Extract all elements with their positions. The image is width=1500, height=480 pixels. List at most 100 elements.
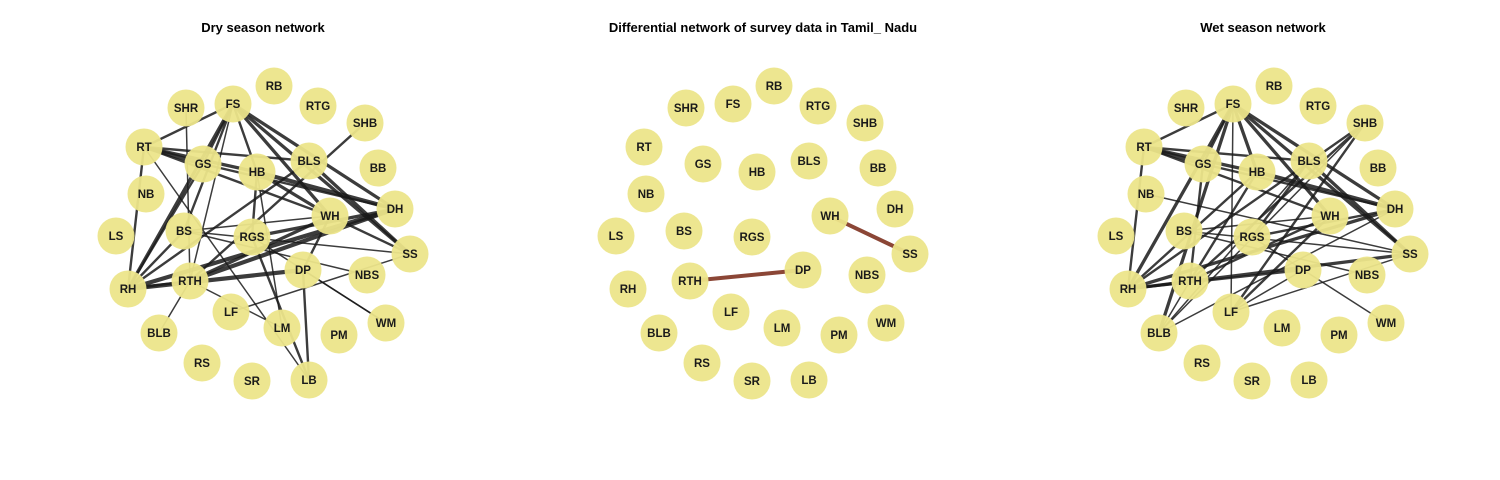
dry-node-label-rh: RH [120, 284, 137, 296]
diff-node-bb: BB [859, 149, 897, 187]
dry-node-wm: WM [367, 304, 405, 342]
wet-edge-hb-dh [1254, 169, 1398, 212]
wet-node-label-wh: WH [1320, 211, 1339, 223]
wet-node-label-bb: BB [1370, 163, 1387, 175]
wet-node-bb: BB [1359, 149, 1397, 187]
wet-node-label-shr: SHR [1174, 103, 1199, 115]
dry-season-title: Dry season network [201, 20, 325, 35]
wet-node-label-blb: BLB [1147, 328, 1171, 340]
wet-node-label-bls: BLS [1298, 156, 1321, 168]
wet-node-blb: BLB [1140, 314, 1178, 352]
wet-node-label-nb: NB [1138, 189, 1155, 201]
wet-node-label-rth: RTH [1178, 276, 1202, 288]
diff-node-bs: BS [665, 212, 703, 250]
wet-node-label-rtg: RTG [1306, 101, 1330, 113]
diff-node-rs: RS [683, 344, 721, 382]
dry-edge-rgs-lb [250, 235, 311, 382]
diff-node-circle-dp [784, 251, 822, 289]
wet-edge-shb-rh [1126, 121, 1367, 291]
diff-node-label-wh: WH [820, 211, 839, 223]
wet-edge-rh-dp [1126, 268, 1305, 291]
dry-node-lb: LB [290, 361, 328, 399]
dry-node-circle-sr [233, 362, 271, 400]
wet-node-label-shb: SHB [1353, 118, 1377, 130]
dry-node-label-hb: HB [249, 167, 266, 179]
dry-node-circle-gs [184, 145, 222, 183]
dry-node-circle-bb [359, 149, 397, 187]
dry-node-label-ss: SS [402, 249, 418, 261]
wet-node-circle-nb [1127, 175, 1165, 213]
dry-node-label-sr: SR [244, 376, 261, 388]
dry-node-lf: LF [212, 293, 250, 331]
dry-node-label-wh: WH [320, 211, 339, 223]
wet-edge-rt-wh [1142, 145, 1332, 218]
wet-edge-rt-rh [1126, 145, 1146, 291]
diff-node-label-blb: BLB [647, 328, 671, 340]
diff-node-circle-rs [683, 344, 721, 382]
wet-node-label-rt: RT [1136, 142, 1151, 154]
wet-node-label-rh: RH [1120, 284, 1137, 296]
dry-node-label-dh: DH [387, 204, 404, 216]
dry-node-circle-wm [367, 304, 405, 342]
dry-edge-gs-rh [126, 162, 205, 291]
diff-node-circle-pm [820, 316, 858, 354]
dry-node-circle-lm [263, 309, 301, 347]
dry-node-circle-rs [183, 344, 221, 382]
wet-node-circle-blb [1140, 314, 1178, 352]
dry-node-circle-dh [376, 190, 414, 228]
diff-node-label-nbs: NBS [855, 270, 880, 282]
wet-node-dp: DP [1284, 251, 1322, 289]
dry-node-shr: SHR [167, 89, 205, 127]
diff-node-circle-rh [609, 270, 647, 308]
wet-node-circle-shb [1346, 104, 1384, 142]
diff-node-label-ss: SS [902, 249, 918, 261]
diff-node-rt: RT [625, 128, 663, 166]
diff-node-nbs: NBS [848, 256, 886, 294]
diff-node-circle-bb [859, 149, 897, 187]
wet-node-label-wm: WM [1376, 318, 1396, 330]
dry-node-bb: BB [359, 149, 397, 187]
wet-node-fs: FS [1214, 85, 1252, 123]
wet-node-circle-bs [1165, 212, 1203, 250]
diff-node-ss: SS [891, 235, 929, 273]
diff-node-label-shb: SHB [853, 118, 877, 130]
dry-node-label-bls: BLS [298, 156, 321, 168]
dry-node-bls: BLS [290, 142, 328, 180]
wet-node-lm: LM [1263, 309, 1301, 347]
wet-edge-fs-rh [1126, 102, 1235, 291]
diff-node-rgs: RGS [733, 218, 771, 256]
wet-node-circle-gs [1184, 145, 1222, 183]
dry-node-label-rb: RB [266, 81, 283, 93]
wet-node-circle-bls [1290, 142, 1328, 180]
dry-node-label-lm: LM [274, 323, 291, 335]
dry-node-rtg: RTG [299, 87, 337, 125]
diff-node-wh: WH [811, 197, 849, 235]
diff-node-label-lm: LM [774, 323, 791, 335]
wet-node-label-fs: FS [1226, 99, 1241, 111]
wet-node-label-lm: LM [1274, 323, 1291, 335]
diff-node-circle-wm [867, 304, 905, 342]
wet-edge-rgs-wm [1251, 236, 1387, 324]
wet-node-lb: LB [1290, 361, 1328, 399]
wet-node-rt: RT [1125, 128, 1163, 166]
dry-node-circle-ss [391, 235, 429, 273]
wet-node-circle-wm [1367, 304, 1405, 342]
dry-node-rh: RH [109, 270, 147, 308]
wet-node-label-bs: BS [1176, 226, 1192, 238]
wet-node-circle-ss [1391, 235, 1429, 273]
diff-node-circle-sr [733, 362, 771, 400]
diff-node-label-rtg: RTG [806, 101, 830, 113]
dry-node-label-pm: PM [330, 330, 347, 342]
diff-node-circle-lm [763, 309, 801, 347]
dry-edge-bls-rh [126, 159, 311, 291]
diff-node-circle-lf [712, 293, 750, 331]
diff-node-sr: SR [733, 362, 771, 400]
diff-node-circle-gs [684, 145, 722, 183]
wet-node-label-ls: LS [1109, 231, 1124, 243]
wet-node-label-dh: DH [1387, 204, 1404, 216]
wet-season-title: Wet season network [1200, 20, 1326, 35]
dry-node-circle-ls [97, 217, 135, 255]
wet-node-label-pm: PM [1330, 330, 1347, 342]
wet-node-label-rb: RB [1266, 81, 1283, 93]
